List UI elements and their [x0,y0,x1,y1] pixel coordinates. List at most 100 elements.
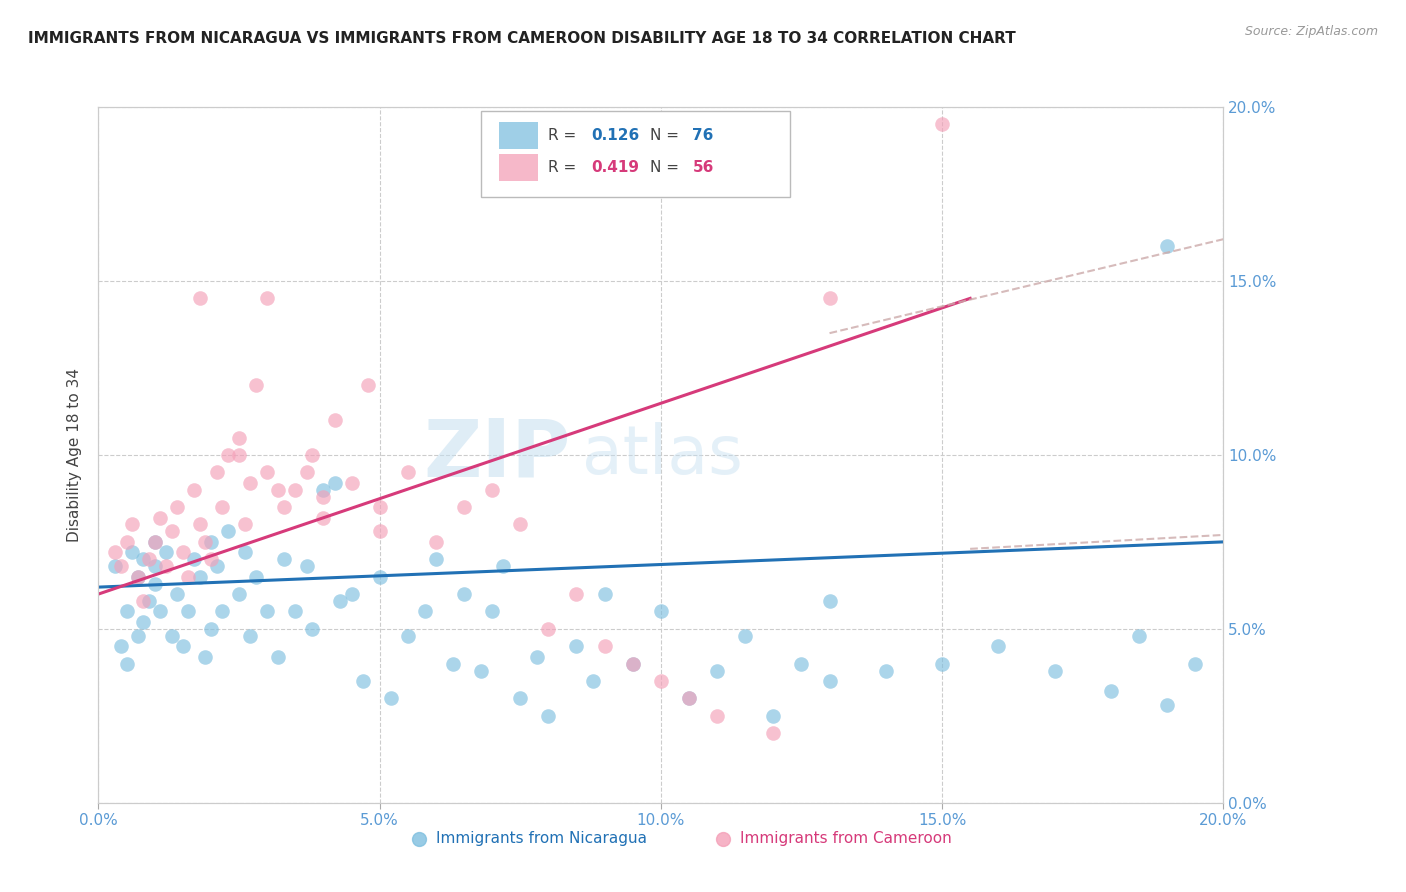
Point [368,500,391,514]
Point [233,517,256,532]
Point [127,570,149,584]
Point [104,545,127,559]
Point [217,524,239,539]
Point [284,483,307,497]
Point [245,570,267,584]
Point [166,500,188,514]
Point [267,649,290,664]
Point [245,378,267,392]
Point [132,552,155,566]
Text: 76: 76 [692,128,714,143]
Point [110,639,132,653]
Point [537,708,560,723]
Point [1156,698,1178,713]
Point [481,483,503,497]
Point [115,534,138,549]
Point [143,576,166,591]
Point [357,378,380,392]
Point [121,517,143,532]
Point [205,559,228,574]
Point [875,664,897,678]
Text: 0.419: 0.419 [591,160,640,175]
Point [183,483,205,497]
Point [818,291,841,305]
Point [267,483,290,497]
Point [509,517,531,532]
Point [492,559,515,574]
Point [194,534,217,549]
Point [790,657,813,671]
Text: Immigrants from Cameroon: Immigrants from Cameroon [740,831,952,847]
Point [352,674,374,689]
Point [138,552,160,566]
Point [188,291,211,305]
Text: 56: 56 [692,160,714,175]
Point [931,117,953,131]
Point [217,448,239,462]
Point [177,605,200,619]
Point [188,570,211,584]
Point [312,510,335,524]
Point [301,622,323,636]
Point [228,430,250,444]
Point [368,524,391,539]
Point [818,594,841,608]
Text: Source: ZipAtlas.com: Source: ZipAtlas.com [1244,25,1378,38]
Point [481,605,503,619]
Text: atlas: atlas [582,422,742,488]
Point [132,615,155,629]
Point [565,587,588,601]
Point [233,545,256,559]
Point [121,545,143,559]
Point [200,622,222,636]
Point [650,605,672,619]
Point [200,552,222,566]
Point [706,708,728,723]
Point [172,639,194,653]
Point [762,708,785,723]
FancyBboxPatch shape [481,111,790,197]
Point [194,649,217,664]
Point [1156,239,1178,253]
Point [239,475,262,490]
Point [295,466,318,480]
Point [160,524,183,539]
Point [1128,629,1150,643]
Point [650,674,672,689]
Text: R =: R = [548,128,582,143]
Point [127,570,149,584]
Text: R =: R = [548,160,582,175]
Point [256,466,278,480]
Point [762,726,785,740]
Point [166,587,188,601]
Point [931,657,953,671]
Point [425,534,447,549]
Point [211,605,233,619]
Point [453,500,475,514]
Point [1043,664,1066,678]
Point [565,639,588,653]
Point [284,605,307,619]
Point [256,605,278,619]
Text: IMMIGRANTS FROM NICARAGUA VS IMMIGRANTS FROM CAMEROON DISABILITY AGE 18 TO 34 CO: IMMIGRANTS FROM NICARAGUA VS IMMIGRANTS … [28,31,1017,46]
Point [138,594,160,608]
Point [205,466,228,480]
Point [425,552,447,566]
Point [273,500,295,514]
Point [127,629,149,643]
Point [115,657,138,671]
Point [143,559,166,574]
FancyBboxPatch shape [499,122,538,149]
Point [312,490,335,504]
Point [1184,657,1206,671]
Point [582,674,605,689]
Point [143,534,166,549]
Point [593,587,616,601]
Text: 0.126: 0.126 [591,128,640,143]
Point [396,629,419,643]
Point [155,559,177,574]
Point [396,466,419,480]
Point [200,534,222,549]
Point [329,594,352,608]
Point [160,629,183,643]
